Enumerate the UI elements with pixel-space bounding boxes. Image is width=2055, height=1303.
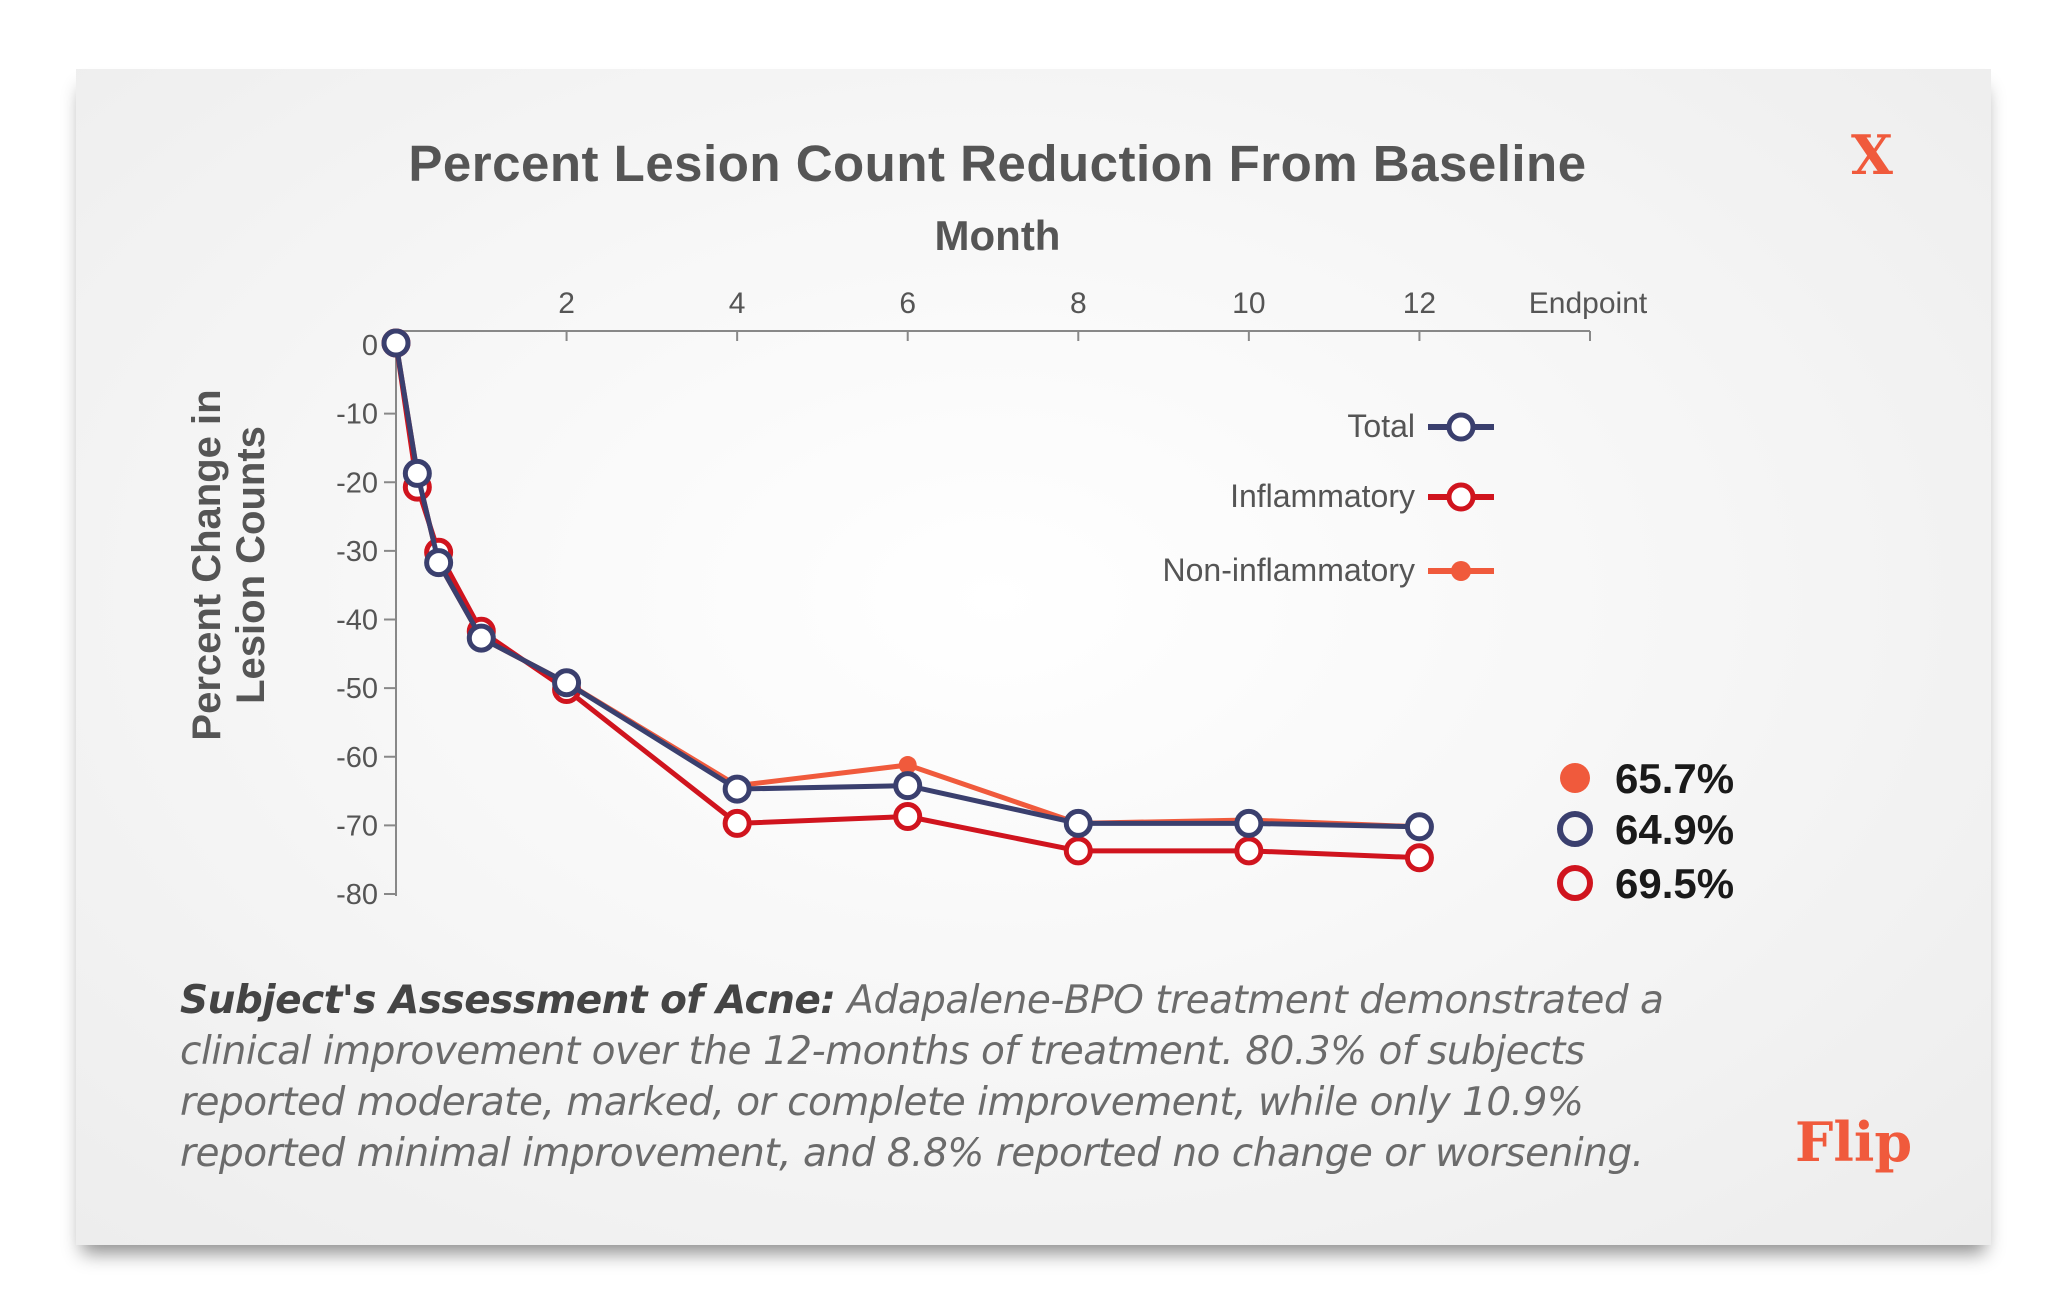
data-point <box>898 756 917 775</box>
y-tick-label: -20 <box>336 467 378 499</box>
x-axis-label: Month <box>934 212 1061 259</box>
x-tick-label: Endpoint <box>1529 287 1648 320</box>
data-point <box>1234 836 1264 866</box>
flip-button[interactable]: Flip <box>1795 1110 1913 1174</box>
data-point <box>1404 843 1434 873</box>
legend-marker <box>1446 412 1476 442</box>
caption: Subject's Assessment of Acne: Adapalene-… <box>180 975 1680 1179</box>
data-point <box>893 771 923 801</box>
data-point <box>424 548 454 578</box>
data-point <box>402 458 432 488</box>
x-tick-label: 8 <box>1070 287 1087 320</box>
y-tick-label: -60 <box>336 742 378 774</box>
y-tick-label: 0 <box>362 330 378 362</box>
data-point <box>1234 808 1264 838</box>
x-tick-label: 12 <box>1403 287 1436 320</box>
x-tick-label: 4 <box>729 287 746 320</box>
y-tick-label: -70 <box>336 810 378 842</box>
y-tick-label: -10 <box>336 399 378 431</box>
endpoint-marker <box>1557 865 1593 901</box>
x-tick-label: 10 <box>1232 287 1265 320</box>
close-button[interactable]: X <box>1851 123 1893 187</box>
data-point <box>381 328 411 358</box>
legend-label: Non-inflammatory <box>1162 552 1415 588</box>
y-tick-label: -30 <box>336 536 378 568</box>
endpoint-value: 64.9% <box>1615 806 1734 853</box>
endpoint-marker <box>1560 763 1590 793</box>
y-tick-label: -80 <box>336 879 378 911</box>
y-tick-label: -40 <box>336 605 378 637</box>
data-point <box>1063 836 1093 866</box>
legend-label: Total <box>1347 408 1415 444</box>
data-point <box>466 623 496 653</box>
x-tick-label: 6 <box>899 287 916 320</box>
endpoint-value: 69.5% <box>1615 860 1734 907</box>
data-point <box>893 802 923 832</box>
data-point <box>1063 808 1093 838</box>
data-point <box>722 808 752 838</box>
x-tick-label: 2 <box>558 287 575 320</box>
chart-title: Percent Lesion Count Reduction From Base… <box>408 135 1587 192</box>
legend-marker <box>1451 561 1471 581</box>
endpoint-value: 65.7% <box>1615 755 1734 802</box>
caption-lead: Subject's Assessment of Acne: <box>180 978 836 1023</box>
y-tick-label: -50 <box>336 673 378 705</box>
legend-marker <box>1446 482 1476 512</box>
caption-text: Adapalene-BPO treatment demonstrated a c… <box>180 978 1664 1176</box>
series-line-total <box>393 342 1420 830</box>
data-point <box>1404 812 1434 842</box>
endpoint-marker <box>1557 811 1593 847</box>
data-point <box>722 774 752 804</box>
legend-label: Inflammatory <box>1230 478 1415 514</box>
data-point <box>552 668 582 698</box>
